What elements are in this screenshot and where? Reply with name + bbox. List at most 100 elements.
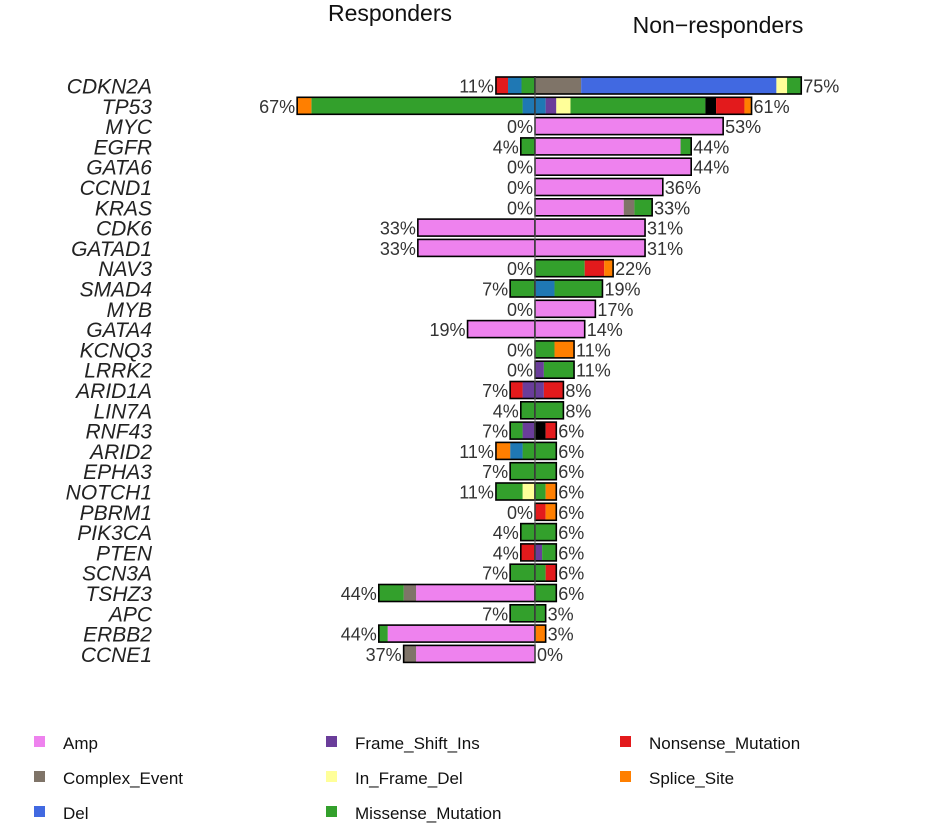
percent-label-non-responders: 11% [576, 340, 611, 360]
percent-label-non-responders: 3% [548, 625, 574, 645]
bar-segment-left-frame-shift-ins [522, 381, 535, 399]
bar-segment-left-complex-event [403, 645, 417, 663]
bar-segment-left-frame-shift-ins [522, 422, 535, 440]
percent-label-non-responders: 44% [693, 158, 729, 178]
gene-label: ARID1A [74, 380, 152, 403]
row-apc: APC 7% 3% [107, 603, 574, 626]
bar-segment-left-nonsense-mutation [520, 543, 535, 561]
bar-segment-right-frame-shift-del [535, 280, 555, 297]
legend-label: Amp [63, 734, 98, 753]
row-rnf43: RNF43 7% 6% [85, 421, 584, 444]
row-tp53: TP53 67% 61% [102, 96, 790, 119]
legend-label: Missense_Mutation [355, 804, 501, 823]
gene-label: LIN7A [94, 400, 152, 423]
legend-label: Del [63, 804, 89, 823]
bar-segment-right-frame-shift-ins [545, 97, 557, 115]
bar-segment-right-nonsense-mutation [545, 564, 557, 582]
percent-label-responders: 11% [459, 77, 494, 97]
percent-label-responders: 0% [507, 198, 533, 218]
bar-segment-left-missense-mutation [510, 564, 535, 582]
percent-label-non-responders: 31% [647, 219, 683, 239]
row-arid2: ARID2 11% 6% [88, 441, 584, 464]
gene-label: SCN3A [82, 563, 152, 586]
legend-swatch [620, 771, 631, 782]
row-cdkn2a: CDKN2A 11% 75% [67, 76, 839, 99]
percent-label-responders: 7% [482, 422, 508, 442]
percent-label-responders: 7% [482, 462, 508, 482]
legend-label: Complex_Event [63, 769, 183, 788]
legend-label: Splice_Site [649, 769, 734, 788]
percent-label-responders: 11% [459, 442, 494, 462]
bar-segment-right-missense-mutation [543, 361, 575, 379]
percent-label-responders: 0% [507, 503, 533, 523]
bar-segment-right-nonsense-mutation [716, 97, 745, 115]
bar-segment-right-nonsense-mutation [543, 381, 564, 399]
row-epha3: EPHA3 7% 6% [83, 461, 584, 484]
bar-segment-left-missense-mutation [510, 280, 535, 297]
percent-label-responders: 0% [507, 361, 533, 381]
bar-segment-left-frame-shift-del [508, 77, 522, 94]
row-smad4: SMAD4 7% 19% [80, 279, 641, 302]
gene-label: GATA4 [86, 319, 152, 342]
bar-segment-right-amp [535, 158, 692, 176]
percent-label-non-responders: 6% [558, 442, 584, 462]
legend-item-in-frame-del: In_Frame_Del [326, 769, 463, 788]
bar-segment-right-splice-site [545, 483, 557, 500]
bar-segment-right-amp [535, 137, 681, 155]
gene-label: EGFR [94, 136, 152, 159]
legend-swatch [326, 806, 337, 817]
percent-label-responders: 0% [507, 158, 533, 178]
bar-segment-left-frame-shift-del [510, 442, 523, 460]
gene-label: CCND1 [80, 177, 152, 200]
legend-label: Nonsense_Mutation [649, 734, 800, 753]
bar-segment-right-missense-mutation [787, 77, 802, 94]
legend-item-del: Del [34, 804, 89, 823]
percent-label-responders: 33% [380, 219, 416, 239]
bar-segment-right-amp [535, 239, 646, 257]
legend-item-nonsense-mutation: Nonsense_Mutation [620, 734, 800, 753]
bar-segment-left-missense-mutation [522, 442, 535, 460]
bar-segment-right-in-frame-del [556, 97, 571, 115]
row-gata4: GATA4 19% 14% [86, 319, 622, 342]
row-tshz3: TSHZ3 44% 6% [85, 583, 584, 606]
bar-segment-right-missense-mutation [535, 584, 557, 602]
bar-segment-right-complex-event [535, 77, 582, 94]
row-pbrm1: PBRM1 0% 6% [80, 502, 585, 525]
bar-segment-right-frame-shift-ins [535, 381, 544, 399]
gene-label: MYC [105, 116, 153, 139]
percent-label-responders: 44% [341, 584, 377, 604]
legend-swatch [326, 771, 337, 782]
group-header-non-responders: Non−responders [633, 12, 804, 38]
bar-segment-right-missense-mutation [680, 137, 692, 155]
row-erbb2: ERBB2 44% 3% [83, 624, 574, 647]
percent-label-non-responders: 6% [558, 422, 584, 442]
legend-swatch [34, 771, 45, 782]
bar-segment-left-amp [416, 645, 535, 663]
bar-segment-left-frame-shift-del [522, 97, 535, 115]
gene-label: PIK3CA [77, 522, 152, 545]
bar-segment-left-missense-mutation [510, 604, 535, 622]
percent-label-non-responders: 8% [565, 381, 591, 401]
row-ccnd1: CCND1 0% 36% [80, 177, 701, 200]
gene-label: SMAD4 [80, 279, 152, 302]
percent-label-non-responders: 0% [537, 645, 563, 665]
gene-label: GATA6 [86, 157, 152, 180]
percent-label-responders: 11% [459, 483, 494, 503]
percent-label-non-responders: 17% [597, 300, 633, 320]
gene-label: LRRK2 [84, 360, 152, 383]
bar-segment-left-amp [417, 239, 535, 257]
percent-label-non-responders: 6% [558, 483, 584, 503]
bar-segment-right-amp [535, 117, 724, 135]
row-nav3: NAV3 0% 22% [98, 258, 651, 281]
percent-label-non-responders: 6% [558, 543, 584, 563]
legend-swatch [326, 736, 337, 747]
bar-segment-left-missense-mutation [520, 523, 535, 541]
gene-label: APC [107, 603, 153, 626]
percent-label-responders: 0% [507, 178, 533, 198]
percent-label-responders: 4% [493, 543, 519, 563]
percent-label-non-responders: 33% [654, 198, 690, 218]
bar-segment-left-amp [387, 625, 535, 643]
legend-label: Frame_Shift_Ins [355, 734, 480, 753]
bar-segment-left-splice-site [297, 97, 312, 115]
